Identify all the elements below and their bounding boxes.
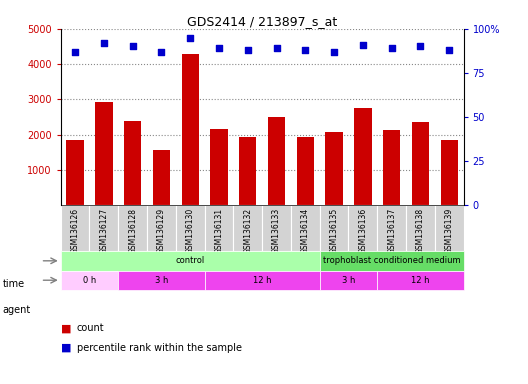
Bar	[118, 270, 204, 290]
Bar	[348, 205, 377, 251]
Bar	[153, 150, 170, 205]
Bar	[90, 205, 118, 251]
Text: GSM136131: GSM136131	[214, 207, 223, 254]
Text: control: control	[176, 256, 205, 265]
Bar	[118, 205, 147, 251]
Bar	[435, 205, 464, 251]
Text: GSM136134: GSM136134	[301, 207, 310, 254]
Text: GSM136136: GSM136136	[359, 207, 367, 254]
Bar	[67, 140, 84, 205]
Text: GSM136129: GSM136129	[157, 207, 166, 254]
Point	[359, 41, 367, 48]
Bar	[233, 205, 262, 251]
Bar	[205, 205, 233, 251]
Bar	[383, 131, 400, 205]
Text: GSM136130: GSM136130	[186, 207, 195, 254]
Bar	[182, 54, 199, 205]
Text: GSM136133: GSM136133	[272, 207, 281, 254]
Point	[128, 43, 137, 50]
Text: percentile rank within the sample: percentile rank within the sample	[77, 343, 242, 353]
Bar	[440, 140, 458, 205]
Point	[100, 40, 108, 46]
Bar	[95, 102, 112, 205]
Bar	[354, 108, 372, 205]
Bar	[239, 137, 257, 205]
Point	[215, 45, 223, 51]
Bar	[61, 270, 118, 290]
Text: GSM136126: GSM136126	[71, 207, 80, 254]
Text: 12 h: 12 h	[253, 276, 271, 285]
Bar	[325, 132, 343, 205]
Text: GSM136135: GSM136135	[329, 207, 338, 254]
Bar	[377, 270, 464, 290]
Point	[301, 47, 309, 53]
Text: time: time	[3, 279, 25, 289]
Bar	[262, 205, 291, 251]
Point	[388, 45, 396, 51]
Text: GSM136132: GSM136132	[243, 207, 252, 254]
Point	[272, 45, 281, 51]
Point	[186, 35, 194, 41]
Title: GDS2414 / 213897_s_at: GDS2414 / 213897_s_at	[187, 15, 337, 28]
Bar	[124, 121, 142, 205]
Point	[330, 49, 338, 55]
Bar	[291, 205, 320, 251]
Bar	[205, 270, 319, 290]
Bar	[61, 251, 320, 270]
Text: 3 h: 3 h	[155, 276, 168, 285]
Text: ■: ■	[61, 323, 71, 333]
Bar	[406, 205, 435, 251]
Text: agent: agent	[3, 305, 31, 315]
Bar	[319, 270, 377, 290]
Text: GSM136139: GSM136139	[445, 207, 454, 254]
Bar	[176, 205, 204, 251]
Text: GSM136137: GSM136137	[387, 207, 396, 254]
Text: ■: ■	[61, 343, 71, 353]
Point	[445, 47, 454, 53]
Text: 12 h: 12 h	[411, 276, 430, 285]
Point	[416, 43, 425, 50]
Bar	[377, 205, 406, 251]
Point	[243, 47, 252, 53]
Text: 3 h: 3 h	[342, 276, 355, 285]
Bar	[61, 205, 90, 251]
Point	[71, 49, 79, 55]
Bar	[147, 205, 176, 251]
Text: GSM136128: GSM136128	[128, 207, 137, 253]
Text: GSM136138: GSM136138	[416, 207, 425, 254]
Bar	[319, 205, 348, 251]
Text: GSM136127: GSM136127	[99, 207, 108, 254]
Bar	[268, 117, 285, 205]
Bar	[210, 129, 228, 205]
Text: trophoblast conditioned medium: trophoblast conditioned medium	[323, 256, 460, 265]
Point	[157, 49, 166, 55]
Bar	[297, 137, 314, 205]
Text: 0 h: 0 h	[83, 276, 96, 285]
Bar	[412, 122, 429, 205]
Text: count: count	[77, 323, 104, 333]
Bar	[319, 251, 464, 270]
